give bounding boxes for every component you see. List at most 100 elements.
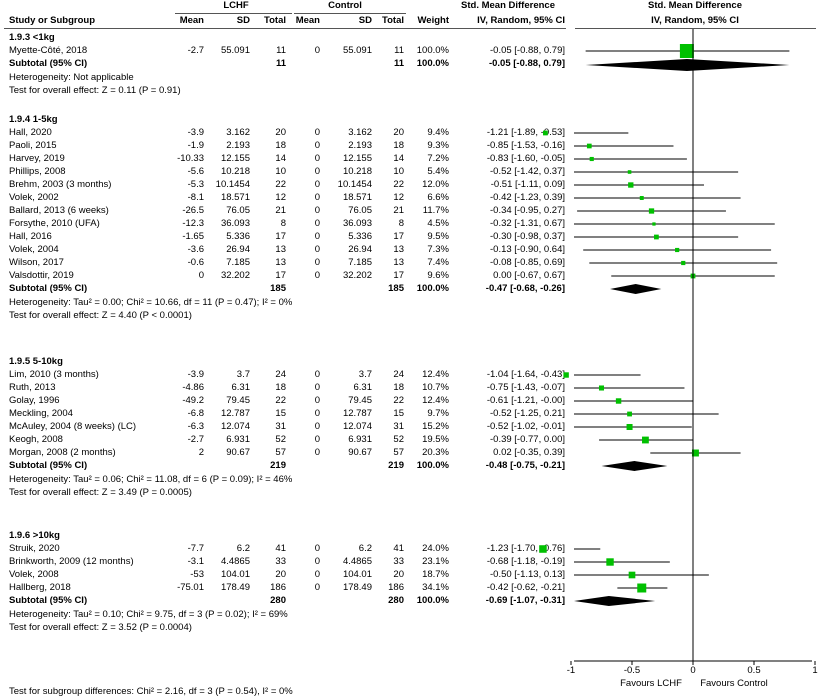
effect-header: Std. Mean Difference <box>461 0 555 11</box>
control-total: 15 <box>393 408 404 419</box>
control-total: 18 <box>393 382 404 393</box>
subtotal-control-total: 280 <box>388 595 404 606</box>
weight: 9.6% <box>427 270 449 281</box>
study-estimate-square <box>628 182 634 188</box>
study-estimate-square <box>642 436 649 444</box>
overall-effect-text: Test for overall effect: Z = 0.11 (P = 0… <box>9 85 181 96</box>
effect-ci: -0.42 [-1.23, 0.39] <box>490 192 565 203</box>
group1-underline <box>175 13 292 14</box>
subtotal-weight: 100.0% <box>416 58 449 69</box>
study-estimate-square <box>637 583 647 593</box>
subgroup-title: 1.9.5 5-10kg <box>9 356 63 367</box>
lchf-total: 20 <box>275 127 286 138</box>
weight: 24.0% <box>422 543 449 554</box>
control-total: 33 <box>393 556 404 567</box>
study-estimate-square <box>691 449 699 457</box>
control-sd: 4.4865 <box>342 556 372 567</box>
lchf-total: 186 <box>270 582 286 593</box>
effect-ci: -0.05 [-0.88, 0.79] <box>490 45 565 56</box>
study-estimate-square <box>675 247 680 253</box>
subtotal-lchf-total: 185 <box>270 283 286 294</box>
lchf-mean: -3.1 <box>187 556 204 567</box>
header-divider <box>4 28 566 29</box>
weight: 6.6% <box>427 192 449 203</box>
lchf-mean: -5.6 <box>187 166 204 177</box>
lchf-mean: -6.3 <box>187 421 204 432</box>
lchf-total: 20 <box>275 569 286 580</box>
weight: 7.3% <box>427 244 449 255</box>
effect-ci: -0.68 [-1.18, -0.19] <box>486 556 565 567</box>
weight: 23.1% <box>422 556 449 567</box>
lchf-sd: 6.31 <box>231 382 251 393</box>
study-name: McAuley, 2004 (8 weeks) (LC) <box>9 421 137 432</box>
study-name: Hall, 2016 <box>9 231 52 242</box>
lchf-mean: -3.9 <box>187 369 204 380</box>
weight: 12.0% <box>422 179 449 190</box>
subtotal-diamond <box>585 59 790 71</box>
effect-ci: -1.21 [-1.89, -0.53] <box>486 127 565 138</box>
subtotal-label: Subtotal (95% CI) <box>9 460 88 471</box>
lchf-sd: 90.67 <box>226 447 250 458</box>
control-mean: 0 <box>314 192 320 203</box>
control-total: 31 <box>393 421 404 432</box>
control-mean: 0 <box>314 408 320 419</box>
weight: 34.1% <box>422 582 449 593</box>
lchf-total: 31 <box>275 421 286 432</box>
lchf-sd: 26.94 <box>226 244 250 255</box>
lchf-sd: 32.202 <box>220 270 250 281</box>
control-sd: 12.787 <box>342 408 372 419</box>
lchf-sd: 3.162 <box>226 127 250 138</box>
control-sd: 76.05 <box>348 205 372 216</box>
lchf-total: 18 <box>275 382 286 393</box>
control-sd: 2.193 <box>348 140 372 151</box>
control-mean: 0 <box>314 244 320 255</box>
study-name: Volek, 2004 <box>9 244 59 255</box>
effect-ci: 0.02 [-0.35, 0.39] <box>493 447 565 458</box>
lchf-mean: -8.1 <box>187 192 204 203</box>
control-mean: 0 <box>314 153 320 164</box>
lchf-mean: -26.5 <box>182 205 204 216</box>
weight: 9.3% <box>427 140 449 151</box>
weight: 12.4% <box>422 369 449 380</box>
effect-ci: -0.34 [-0.95, 0.27] <box>490 205 565 216</box>
control-mean: 0 <box>314 382 320 393</box>
overall-effect-text: Test for overall effect: Z = 3.49 (P = 0… <box>9 487 192 498</box>
subtotal-weight: 100.0% <box>416 595 449 606</box>
subtotal-label: Subtotal (95% CI) <box>9 58 88 69</box>
effect-ci: 0.00 [-0.67, 0.67] <box>493 270 565 281</box>
control-sd: 6.931 <box>348 434 372 445</box>
lchf-total: 22 <box>275 395 286 406</box>
lchf-total: 14 <box>275 153 286 164</box>
weight: 7.2% <box>427 153 449 164</box>
effect-ci: -0.52 [-1.02, -0.01] <box>486 421 565 432</box>
control-total: 13 <box>393 257 404 268</box>
study-name: Lim, 2010 (3 months) <box>9 369 99 380</box>
control-total: 18 <box>393 140 404 151</box>
overall-effect-text: Test for overall effect: Z = 3.52 (P = 0… <box>9 622 192 633</box>
control-mean: 0 <box>314 45 320 56</box>
subgroup-title: 1.9.4 1-5kg <box>9 114 58 125</box>
lchf-sd: 12.074 <box>220 421 250 432</box>
control-mean: 0 <box>314 434 320 445</box>
lchf-mean: -75.01 <box>177 582 204 593</box>
column-header: Weight <box>417 15 450 26</box>
control-sd: 10.1454 <box>337 179 372 190</box>
lchf-sd: 7.185 <box>226 257 250 268</box>
control-sd: 3.162 <box>348 127 372 138</box>
study-estimate-square <box>615 398 622 404</box>
study-estimate-square <box>648 208 655 214</box>
lchf-mean: 0 <box>198 270 204 281</box>
subtotal-control-total: 185 <box>388 283 404 294</box>
column-header: SD <box>358 15 372 26</box>
control-total: 8 <box>398 218 404 229</box>
subtotal-weight: 100.0% <box>416 460 449 471</box>
heterogeneity-text: Heterogeneity: Tau² = 0.00; Chi² = 10.66… <box>9 297 293 308</box>
study-estimate-square <box>543 130 548 136</box>
control-total: 17 <box>393 231 404 242</box>
lchf-mean: -6.8 <box>187 408 204 419</box>
control-mean: 0 <box>314 569 320 580</box>
control-total: 13 <box>393 244 404 255</box>
study-name: Paoli, 2015 <box>9 140 57 151</box>
study-name: Brehm, 2003 (3 months) <box>9 179 112 190</box>
column-header: Mean <box>295 15 320 26</box>
